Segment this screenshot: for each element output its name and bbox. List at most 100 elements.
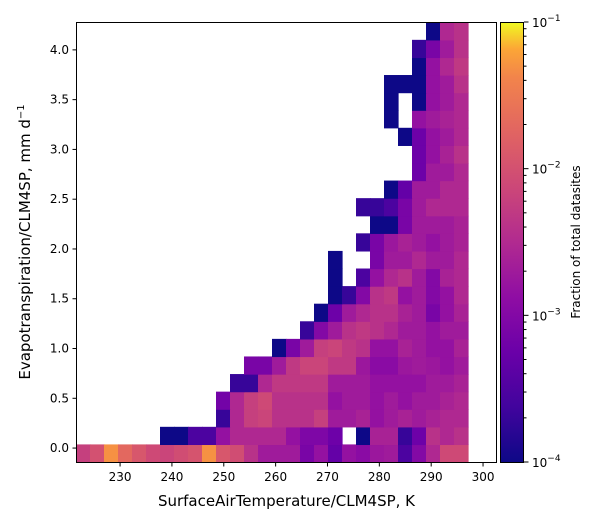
heatmap-cell — [356, 198, 371, 217]
heatmap-cell — [356, 321, 371, 340]
heatmap-cell — [426, 444, 441, 463]
heatmap-cell — [230, 391, 245, 410]
heatmap-cell — [328, 286, 343, 305]
heatmap-cell — [454, 145, 469, 164]
heatmap-cell — [398, 286, 413, 305]
heatmap-cell — [272, 338, 287, 358]
heatmap-cell — [426, 250, 441, 270]
heatmap-cell — [202, 426, 217, 446]
heatmap-cell — [328, 374, 343, 393]
heatmap-cell — [384, 356, 399, 375]
heatmap-cell — [384, 426, 399, 446]
heatmap-cell — [454, 180, 469, 199]
heatmap-cell — [440, 39, 455, 59]
heatmap-cell — [454, 250, 469, 270]
heatmap-cell — [370, 286, 385, 305]
heatmap-cell — [426, 338, 441, 358]
heatmap-cell — [356, 286, 371, 305]
heatmap-cell — [328, 409, 343, 428]
heatmap-cell — [398, 180, 413, 199]
heatmap-cell — [426, 127, 441, 146]
heatmap-cell — [398, 215, 413, 234]
heatmap-cell — [412, 409, 427, 428]
heatmap-cell — [174, 444, 189, 463]
heatmap-cell — [440, 22, 455, 41]
heatmap-cell — [300, 321, 315, 340]
heatmap-cell — [202, 444, 217, 463]
heatmap-cell — [454, 22, 469, 41]
heatmap-cell — [426, 57, 441, 76]
heatmap-cell — [272, 444, 287, 463]
heatmap-cell — [272, 356, 287, 375]
heatmap-cell — [412, 338, 427, 358]
heatmap-cell — [384, 180, 399, 199]
heatmap-cell — [300, 374, 315, 393]
heatmap-cell — [398, 444, 413, 463]
heatmap-cell — [426, 162, 441, 182]
heatmap-cell — [342, 356, 357, 375]
heatmap-cell — [356, 444, 371, 463]
heatmap-cell — [76, 444, 91, 463]
heatmap-cell — [188, 444, 203, 463]
heatmap-cell — [314, 338, 329, 358]
heatmap-cell — [118, 444, 133, 463]
heatmap-cell — [454, 162, 469, 182]
heatmap-cell — [244, 356, 259, 375]
heatmap-cell — [440, 356, 455, 375]
heatmap-cell — [440, 374, 455, 393]
heatmap-cell — [440, 162, 455, 182]
heatmap-cell — [272, 426, 287, 446]
heatmap-cell — [370, 303, 385, 322]
heatmap-cell — [244, 391, 259, 410]
heatmap-cell — [412, 321, 427, 340]
heatmap-cell — [370, 198, 385, 217]
heatmap-cell — [286, 409, 301, 428]
heatmap-cell — [300, 338, 315, 358]
heatmap-cell — [426, 110, 441, 129]
heatmap-cell — [342, 286, 357, 305]
heatmap-cell — [426, 198, 441, 217]
heatmap-cell — [328, 391, 343, 410]
heatmap-cell — [454, 426, 469, 446]
y-tick-label: 2.0 — [50, 242, 69, 256]
heatmap-cell — [286, 444, 301, 463]
x-tick-label: 230 — [109, 470, 132, 484]
heatmap-cell — [300, 409, 315, 428]
colorbar-tick-label: 10−3 — [532, 307, 561, 323]
heatmap-cell — [272, 409, 287, 428]
heatmap-cell — [440, 321, 455, 340]
heatmap-cell — [356, 303, 371, 322]
heatmap-cell — [426, 374, 441, 393]
heatmap-cell — [356, 391, 371, 410]
heatmap-cell — [426, 39, 441, 59]
heatmap-cell — [384, 321, 399, 340]
heatmap-cell — [412, 92, 427, 111]
heatmap-cell — [342, 303, 357, 322]
x-tick-label: 280 — [368, 470, 391, 484]
heatmap-cell — [370, 374, 385, 393]
heatmap-cell — [146, 444, 161, 463]
heatmap-cell — [258, 426, 273, 446]
x-tick-label: 300 — [472, 470, 495, 484]
heatmap-cell — [412, 250, 427, 270]
heatmap-cell — [454, 215, 469, 234]
heatmap-cell — [188, 426, 203, 446]
x-axis-label: SurfaceAirTemperature/CLM4SP, K — [158, 492, 416, 510]
heatmap-cell — [230, 444, 245, 463]
heatmap-cell — [370, 215, 385, 234]
heatmap-cell — [426, 286, 441, 305]
heatmap-cell — [384, 303, 399, 322]
heatmap-cell — [412, 426, 427, 446]
heatmap-cell — [384, 198, 399, 217]
x-tick-label: 260 — [264, 470, 287, 484]
heatmap-cell — [398, 250, 413, 270]
heatmap-cell — [412, 180, 427, 199]
heatmap-cell — [370, 409, 385, 428]
colorbar-tick-label: 10−4 — [532, 454, 561, 470]
heatmap-cell — [286, 391, 301, 410]
heatmap-cell — [398, 233, 413, 252]
heatmap-cell — [440, 426, 455, 446]
heatmap-cell — [412, 75, 427, 94]
x-tick-label: 270 — [316, 470, 339, 484]
heatmap-cell — [412, 233, 427, 252]
